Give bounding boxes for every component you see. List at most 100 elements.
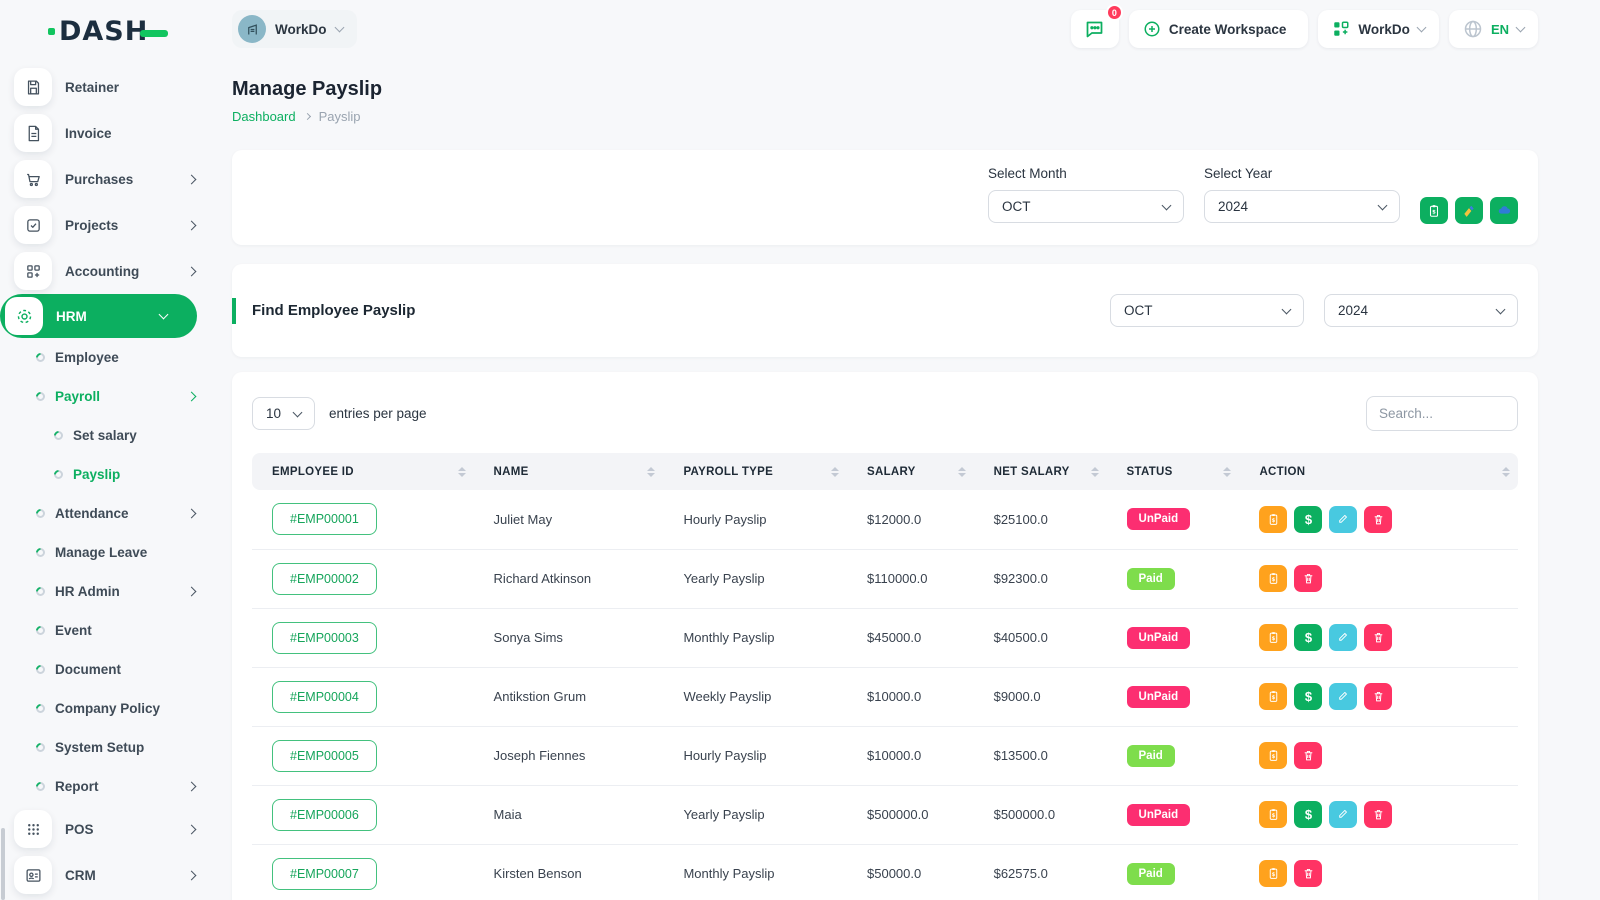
delete-button[interactable] xyxy=(1364,801,1393,828)
sidebar-item-payslip[interactable]: Payslip xyxy=(0,455,225,494)
language-selector[interactable]: EN xyxy=(1448,10,1538,48)
payslip-button[interactable]: $ xyxy=(1259,683,1288,710)
sidebar-scrollbar[interactable] xyxy=(1,828,5,900)
sort-icon[interactable] xyxy=(1502,466,1510,477)
sidebar-item-company-policy[interactable]: Company Policy xyxy=(0,689,225,728)
chevron-down-icon xyxy=(334,22,344,33)
sidebar-item-projects[interactable]: Projects xyxy=(0,202,225,248)
column-header-salary[interactable]: SALARY xyxy=(847,453,974,490)
employee-id-pill[interactable]: #EMP00004 xyxy=(272,680,377,713)
payslip-clipboard-icon: $ xyxy=(1429,204,1439,217)
column-header-net-salary[interactable]: NET SALARY xyxy=(973,453,1107,490)
create-workspace-button[interactable]: Create Workspace xyxy=(1128,10,1309,48)
sort-icon[interactable] xyxy=(647,466,656,477)
sidebar-item-hrm[interactable]: HRM xyxy=(0,294,197,338)
delete-button[interactable] xyxy=(1294,565,1323,592)
employee-id-pill[interactable]: #EMP00001 xyxy=(272,503,377,536)
payslip-button[interactable]: $ xyxy=(1259,505,1288,533)
table-row: #EMP00006 Maia Yearly Payslip $500000.0 … xyxy=(252,785,1518,845)
sort-icon[interactable] xyxy=(831,466,839,477)
export-payslip-button[interactable]: $ xyxy=(1420,197,1448,224)
payroll-type: Yearly Payslip xyxy=(663,549,847,609)
pay-button[interactable]: $ xyxy=(1294,505,1323,533)
sidebar-item-hr-admin[interactable]: HR Admin xyxy=(0,572,225,611)
employee-id-pill[interactable]: #EMP00003 xyxy=(272,621,377,654)
chevron-down-icon xyxy=(1416,22,1427,33)
employee-id-pill[interactable]: #EMP00002 xyxy=(272,562,377,595)
sort-icon[interactable] xyxy=(1223,466,1232,477)
workdo-menu-button[interactable]: WorkDo xyxy=(1318,10,1439,48)
edit-button[interactable] xyxy=(1329,624,1358,651)
search-input[interactable] xyxy=(1366,396,1518,431)
column-header-status[interactable]: STATUS xyxy=(1106,453,1240,490)
chevron-right-icon xyxy=(186,266,197,276)
delete-button[interactable] xyxy=(1364,505,1393,533)
messages-button[interactable]: 0 xyxy=(1070,4,1123,48)
year-select[interactable]: 2024 xyxy=(1204,190,1400,223)
sidebar-item-event[interactable]: Event xyxy=(0,611,225,650)
delete-button[interactable] xyxy=(1294,860,1323,887)
column-header-payroll-type[interactable]: PAYROLL TYPE xyxy=(663,453,847,490)
sort-icon[interactable] xyxy=(457,466,466,477)
table-row: #EMP00007 Kirsten Benson Monthly Payslip… xyxy=(252,844,1518,900)
net-salary-value: $13500.0 xyxy=(973,726,1107,786)
trash-icon xyxy=(1374,514,1383,525)
payslip-button[interactable]: $ xyxy=(1259,565,1288,592)
salary-value: $10000.0 xyxy=(847,667,974,727)
sidebar-item-system-setup[interactable]: System Setup xyxy=(0,728,225,767)
pay-button[interactable]: $ xyxy=(1294,683,1323,710)
google-drive-export-button[interactable] xyxy=(1455,197,1483,224)
column-header-action[interactable]: ACTION xyxy=(1239,453,1518,490)
pay-button[interactable]: $ xyxy=(1294,624,1323,651)
delete-button[interactable] xyxy=(1364,683,1393,710)
onedrive-export-button[interactable] xyxy=(1490,197,1518,224)
payslip-button[interactable]: $ xyxy=(1259,860,1288,887)
chevron-right-icon xyxy=(186,220,197,230)
employee-id-pill[interactable]: #EMP00005 xyxy=(272,739,377,772)
payslip-button[interactable]: $ xyxy=(1259,624,1288,651)
delete-button[interactable] xyxy=(1364,624,1393,651)
sidebar-item-accounting[interactable]: Accounting xyxy=(0,248,225,294)
find-month-select[interactable]: OCT xyxy=(1110,294,1304,327)
sidebar-item-pos[interactable]: POS xyxy=(0,806,225,852)
month-select[interactable]: OCT xyxy=(988,190,1184,223)
sidebar-item-document[interactable]: Document xyxy=(0,650,225,689)
trash-icon xyxy=(1304,868,1313,879)
create-workspace-label: Create Workspace xyxy=(1168,21,1287,37)
payslip-button[interactable]: $ xyxy=(1259,801,1288,828)
sort-icon[interactable] xyxy=(957,466,966,477)
page-size-select[interactable]: 10 xyxy=(252,397,315,430)
employee-id-pill[interactable]: #EMP00006 xyxy=(272,798,377,831)
edit-button[interactable] xyxy=(1329,505,1358,533)
sidebar-item-attendance[interactable]: Attendance xyxy=(0,494,225,533)
pay-button[interactable]: $ xyxy=(1294,801,1323,828)
bullet-icon xyxy=(34,624,47,637)
sidebar-item-employee[interactable]: Employee xyxy=(0,338,225,377)
sidebar-item-invoice[interactable]: Invoice xyxy=(0,110,225,156)
payslip-button[interactable]: $ xyxy=(1259,742,1288,769)
column-header-name[interactable]: NAME xyxy=(473,453,664,490)
edit-button[interactable] xyxy=(1329,683,1358,710)
sidebar-item-manage-leave[interactable]: Manage Leave xyxy=(0,533,225,572)
pencil-icon xyxy=(1339,632,1347,641)
sidebar-item-purchases[interactable]: Purchases xyxy=(0,156,225,202)
sidebar-item-report[interactable]: Report xyxy=(0,767,225,806)
sidebar-item-payroll[interactable]: Payroll xyxy=(0,377,225,416)
sidebar-item-retainer[interactable]: Retainer xyxy=(0,64,225,110)
employee-id-pill[interactable]: #EMP00007 xyxy=(272,857,377,890)
cart-icon xyxy=(14,160,52,198)
delete-button[interactable] xyxy=(1294,742,1323,769)
workspace-selector[interactable]: WorkDo xyxy=(232,10,357,48)
payroll-type: Monthly Payslip xyxy=(663,608,847,668)
chevron-right-icon xyxy=(186,174,197,184)
sidebar-item-crm[interactable]: CRM xyxy=(0,852,225,898)
find-year-select[interactable]: 2024 xyxy=(1324,294,1518,327)
bullet-icon xyxy=(52,429,65,442)
sidebar-item-set-salary[interactable]: Set salary xyxy=(0,416,225,455)
column-header-employee-id[interactable]: EMPLOYEE ID xyxy=(252,453,474,490)
dash-logo[interactable]: DASH xyxy=(48,16,169,47)
employee-name: Kirsten Benson xyxy=(473,844,664,900)
breadcrumb-dashboard-link[interactable]: Dashboard xyxy=(232,109,296,124)
edit-button[interactable] xyxy=(1329,801,1358,828)
sort-icon[interactable] xyxy=(1090,466,1099,477)
